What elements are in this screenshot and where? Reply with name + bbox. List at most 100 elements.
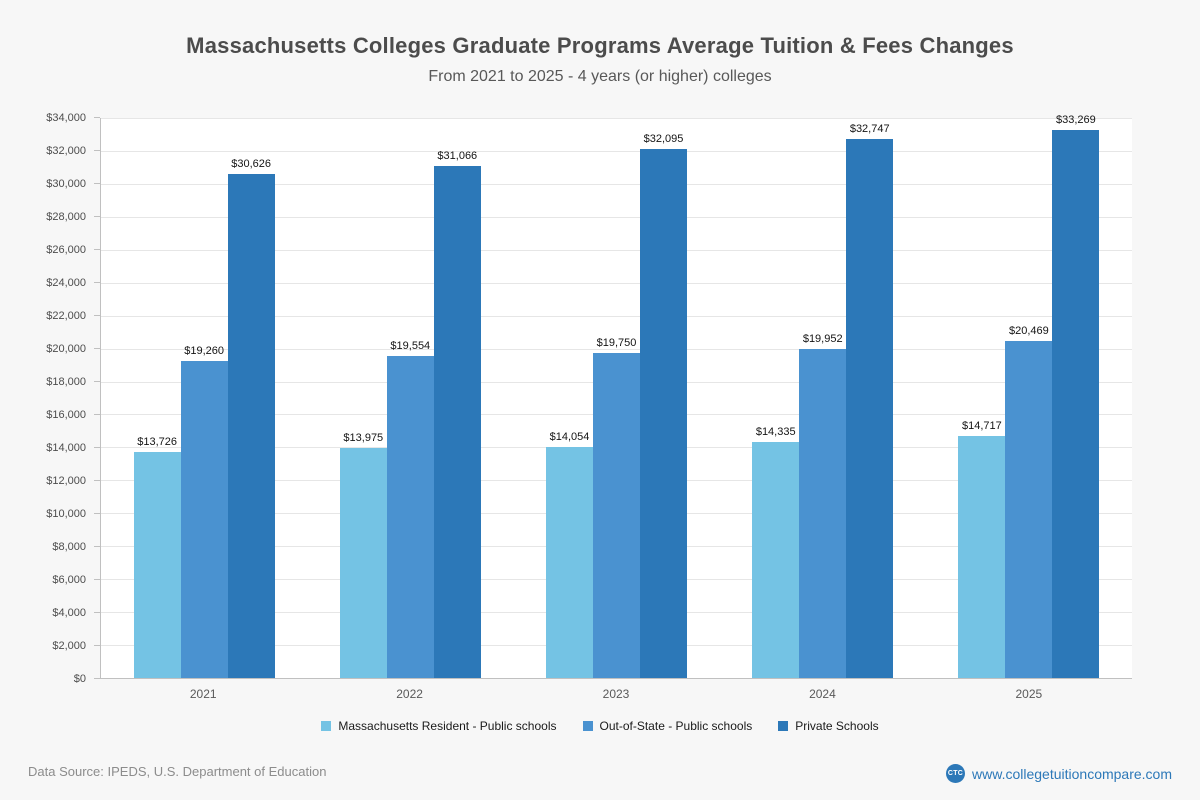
y-axis-tick-label: $2,000: [52, 640, 86, 652]
bar-2022-series2: $19,554: [386, 340, 434, 678]
bar-2024-series1: $14,335: [752, 426, 800, 678]
bar-2023-series2: $19,750: [593, 337, 640, 678]
bar-2021-series1: $13,726: [133, 436, 181, 678]
gridline: [101, 150, 1132, 152]
bar-2024-series3: $32,747: [846, 123, 894, 678]
bar-value-label: $14,717: [962, 419, 1002, 432]
y-axis-tick-mark: [94, 678, 100, 679]
bar-group-2023: $14,054 $19,750 $32,095: [513, 118, 719, 678]
gridline: [101, 348, 1132, 350]
bar-2023-series3: $32,095: [640, 133, 687, 678]
legend-swatch: [321, 721, 332, 731]
bar-groups: $13,726 $19,260 $30,626 $13,975 $19,554 $31,0…: [101, 114, 1132, 678]
x-axis-label: 2025: [1015, 687, 1043, 701]
y-axis-tick-mark: [94, 348, 100, 349]
y-axis-tick-mark: [94, 612, 100, 613]
y-axis-tick-mark: [94, 150, 100, 151]
y-axis-tick-label: $10,000: [46, 508, 86, 520]
x-axis-label: 2022: [396, 687, 423, 701]
x-axis-label: 2021: [189, 687, 217, 701]
bar-group-2025: $14,717 $20,469 $33,269: [926, 114, 1132, 678]
gridline: [101, 315, 1132, 317]
y-axis-tick-label: $26,000: [46, 244, 86, 256]
gridline: [101, 249, 1132, 251]
legend-item: Out-of-State - Public schools: [582, 719, 753, 733]
y-axis-tick-label: $14,000: [46, 442, 86, 454]
legend-swatch: [582, 721, 593, 731]
bar-value-label: $32,095: [643, 133, 684, 146]
y-axis-tick-mark: [94, 480, 100, 481]
legend-label: Private Schools: [795, 719, 879, 733]
legend-item: Massachusetts Resident - Public schools: [321, 719, 557, 733]
y-axis-tick-mark: [94, 579, 100, 580]
y-axis-tick-label: $34,000: [46, 112, 86, 124]
bar-2022-series1: $13,975: [339, 432, 387, 678]
gridline: [101, 282, 1132, 284]
legend-swatch: [778, 721, 789, 731]
bar-value-label: $19,260: [184, 344, 224, 357]
bar-group-2022: $13,975 $19,554 $31,066: [307, 118, 513, 678]
bar-2023-series1: $14,054: [546, 431, 593, 678]
y-axis-tick-mark: [94, 546, 100, 547]
bar-group-2024: $14,335 $19,952 $32,747: [720, 118, 926, 678]
legend-label: Massachusetts Resident - Public schools: [338, 719, 557, 733]
bar-value-label: $31,066: [437, 150, 478, 163]
gridline: [101, 183, 1132, 185]
y-axis-tick-mark: [94, 282, 100, 283]
y-axis-tick-mark: [94, 183, 100, 185]
y-axis-tick-mark: [94, 513, 100, 514]
bar-value-label: $14,335: [755, 425, 796, 438]
legend: Massachusetts Resident - Public schools O…: [0, 719, 1200, 733]
y-axis-tick-mark: [94, 117, 100, 118]
y-axis-tick-label: $20,000: [46, 343, 86, 355]
bar-value-label: $19,554: [390, 339, 431, 352]
bar-value-label: $19,952: [802, 333, 843, 346]
y-axis-tick-label: $16,000: [46, 409, 86, 421]
y-axis-tick-label: $0: [73, 673, 86, 685]
y-axis-tick-mark: [94, 645, 100, 646]
bar-value-label: $32,747: [849, 122, 890, 135]
y-axis: $0 $2,000 $4,000 $6,000 $8,000 $10,000 $12,000…: [0, 112, 100, 685]
bar-value-label: $14,054: [549, 430, 590, 443]
chart-title: Massachusetts Colleges Graduate Programs…: [186, 33, 1014, 58]
bar-value-label: $13,975: [343, 431, 384, 444]
y-axis-tick-label: $4,000: [52, 607, 86, 619]
website-url: www.collegetuitioncompare.com: [972, 765, 1172, 782]
bar-value-label: $33,269: [1056, 114, 1096, 127]
y-axis-tick-label: $22,000: [46, 310, 86, 322]
bar-value-label: $30,626: [231, 157, 271, 170]
y-axis-tick-label: $30,000: [46, 178, 86, 191]
y-axis-tick-label: $6,000: [52, 574, 86, 586]
y-axis-tick-mark: [94, 216, 100, 217]
y-axis-tick-label: $32,000: [46, 145, 86, 157]
bar-2025-series3: $33,269: [1052, 114, 1100, 678]
legend-item: Private Schools: [778, 719, 879, 733]
bar-2025-series1: $14,717: [958, 420, 1006, 678]
x-axis-label: 2023: [602, 687, 630, 701]
ctc-logo-icon: CTC: [946, 764, 966, 783]
website-link[interactable]: CTC www.collegetuitioncompare.com: [946, 764, 1172, 783]
x-axis: 2021 2022 2023 2024 2025: [100, 687, 1132, 701]
y-axis-tick-mark: [94, 249, 100, 250]
bar-group-2021: $13,726 $19,260 $30,626: [101, 118, 307, 678]
y-axis-tick-mark: [94, 414, 100, 415]
gridline: [101, 216, 1132, 218]
chart-subtitle: From 2021 to 2025 - 4 years (or higher) …: [428, 68, 772, 85]
y-axis-tick-label: $18,000: [46, 376, 86, 388]
y-axis-tick-label: $28,000: [46, 211, 86, 223]
bar-2024-series2: $19,952: [799, 333, 847, 678]
legend-label: Out-of-State - Public schools: [599, 719, 753, 733]
bar-2025-series2: $20,469: [1005, 325, 1053, 678]
y-axis-tick-label: $8,000: [52, 541, 86, 553]
plot-area: $13,726 $19,260 $30,626 $13,975 $19,554 $31,0…: [100, 114, 1132, 679]
bar-value-label: $19,750: [596, 336, 637, 349]
bar-2022-series3: $31,066: [433, 150, 481, 678]
chart-header: Massachusetts Colleges Graduate Programs…: [0, 33, 1200, 86]
y-axis-tick-mark: [94, 315, 100, 316]
y-axis-tick-label: $24,000: [46, 277, 86, 289]
bar-value-label: $20,469: [1009, 324, 1049, 337]
y-axis-tick-mark: [94, 381, 100, 382]
gridline: [101, 118, 1132, 119]
y-axis-tick-mark: [94, 447, 100, 448]
